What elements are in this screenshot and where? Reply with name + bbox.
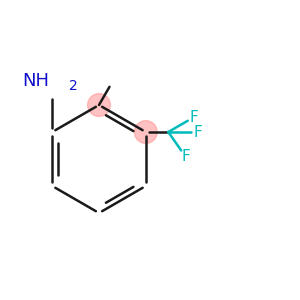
Text: F: F [190,110,199,124]
Text: NH: NH [22,72,49,90]
Text: F: F [194,124,203,140]
Circle shape [134,121,157,143]
Text: F: F [181,149,190,164]
Circle shape [88,94,110,116]
Text: 2: 2 [69,79,77,92]
